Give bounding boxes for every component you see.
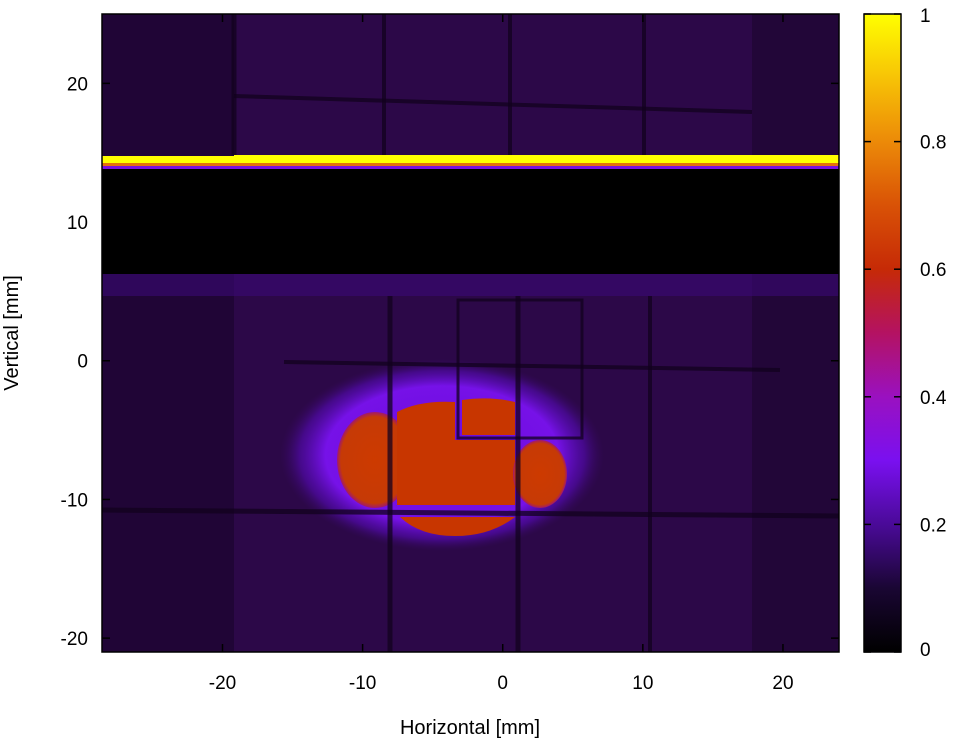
colorbar-tick-label: 0.8 [920, 133, 946, 154]
beam-core-left [337, 412, 413, 508]
stripe-yellow [234, 155, 839, 163]
dark-band [102, 168, 839, 274]
colorbar-tick-label: 0.2 [920, 515, 946, 536]
dark-band-fade [102, 274, 839, 296]
beam-core-center [397, 401, 515, 505]
y-tick-label: 10 [67, 213, 88, 234]
plot-frame [101, 13, 840, 653]
x-axis-ticks: -20 -10 0 10 20 [209, 14, 794, 694]
right-dark-edge [752, 14, 839, 652]
colorbar-tick-label: 0 [920, 640, 931, 661]
y-axis-label: Vertical [mm] [1, 275, 23, 391]
colorbar-ticks: 0 0.2 0.4 0.6 0.8 1 [864, 6, 947, 661]
x-tick-label: 0 [497, 673, 508, 694]
y-tick-label: 20 [67, 74, 88, 95]
grid-shadows [102, 14, 839, 652]
left-dark-edge [102, 14, 234, 652]
x-tick-label: 20 [772, 673, 793, 694]
y-tick-label: -20 [61, 629, 88, 650]
y-tick-label: -10 [61, 490, 88, 511]
stripe-orange [102, 163, 839, 166]
stripe-purple [102, 166, 839, 169]
heatmap-image [102, 14, 839, 652]
colorbar-tick-label: 1 [920, 6, 931, 27]
colorbar-tick-label: 0.4 [920, 388, 947, 409]
x-axis-label: Horizontal [mm] [400, 717, 540, 739]
beam-core-right [513, 440, 567, 508]
x-tick-label: -10 [349, 673, 376, 694]
x-tick-label: 10 [632, 673, 653, 694]
x-tick-label: -20 [209, 673, 236, 694]
y-axis-ticks: 20 10 0 -10 -20 [61, 74, 839, 650]
beam-core-upper [462, 398, 515, 435]
colorbar-tick-label: 0.6 [920, 260, 946, 281]
y-tick-label: 0 [77, 352, 88, 373]
colorbar [863, 13, 902, 653]
stripe-yellow-left [102, 156, 234, 164]
beam-core-lower [400, 517, 515, 536]
